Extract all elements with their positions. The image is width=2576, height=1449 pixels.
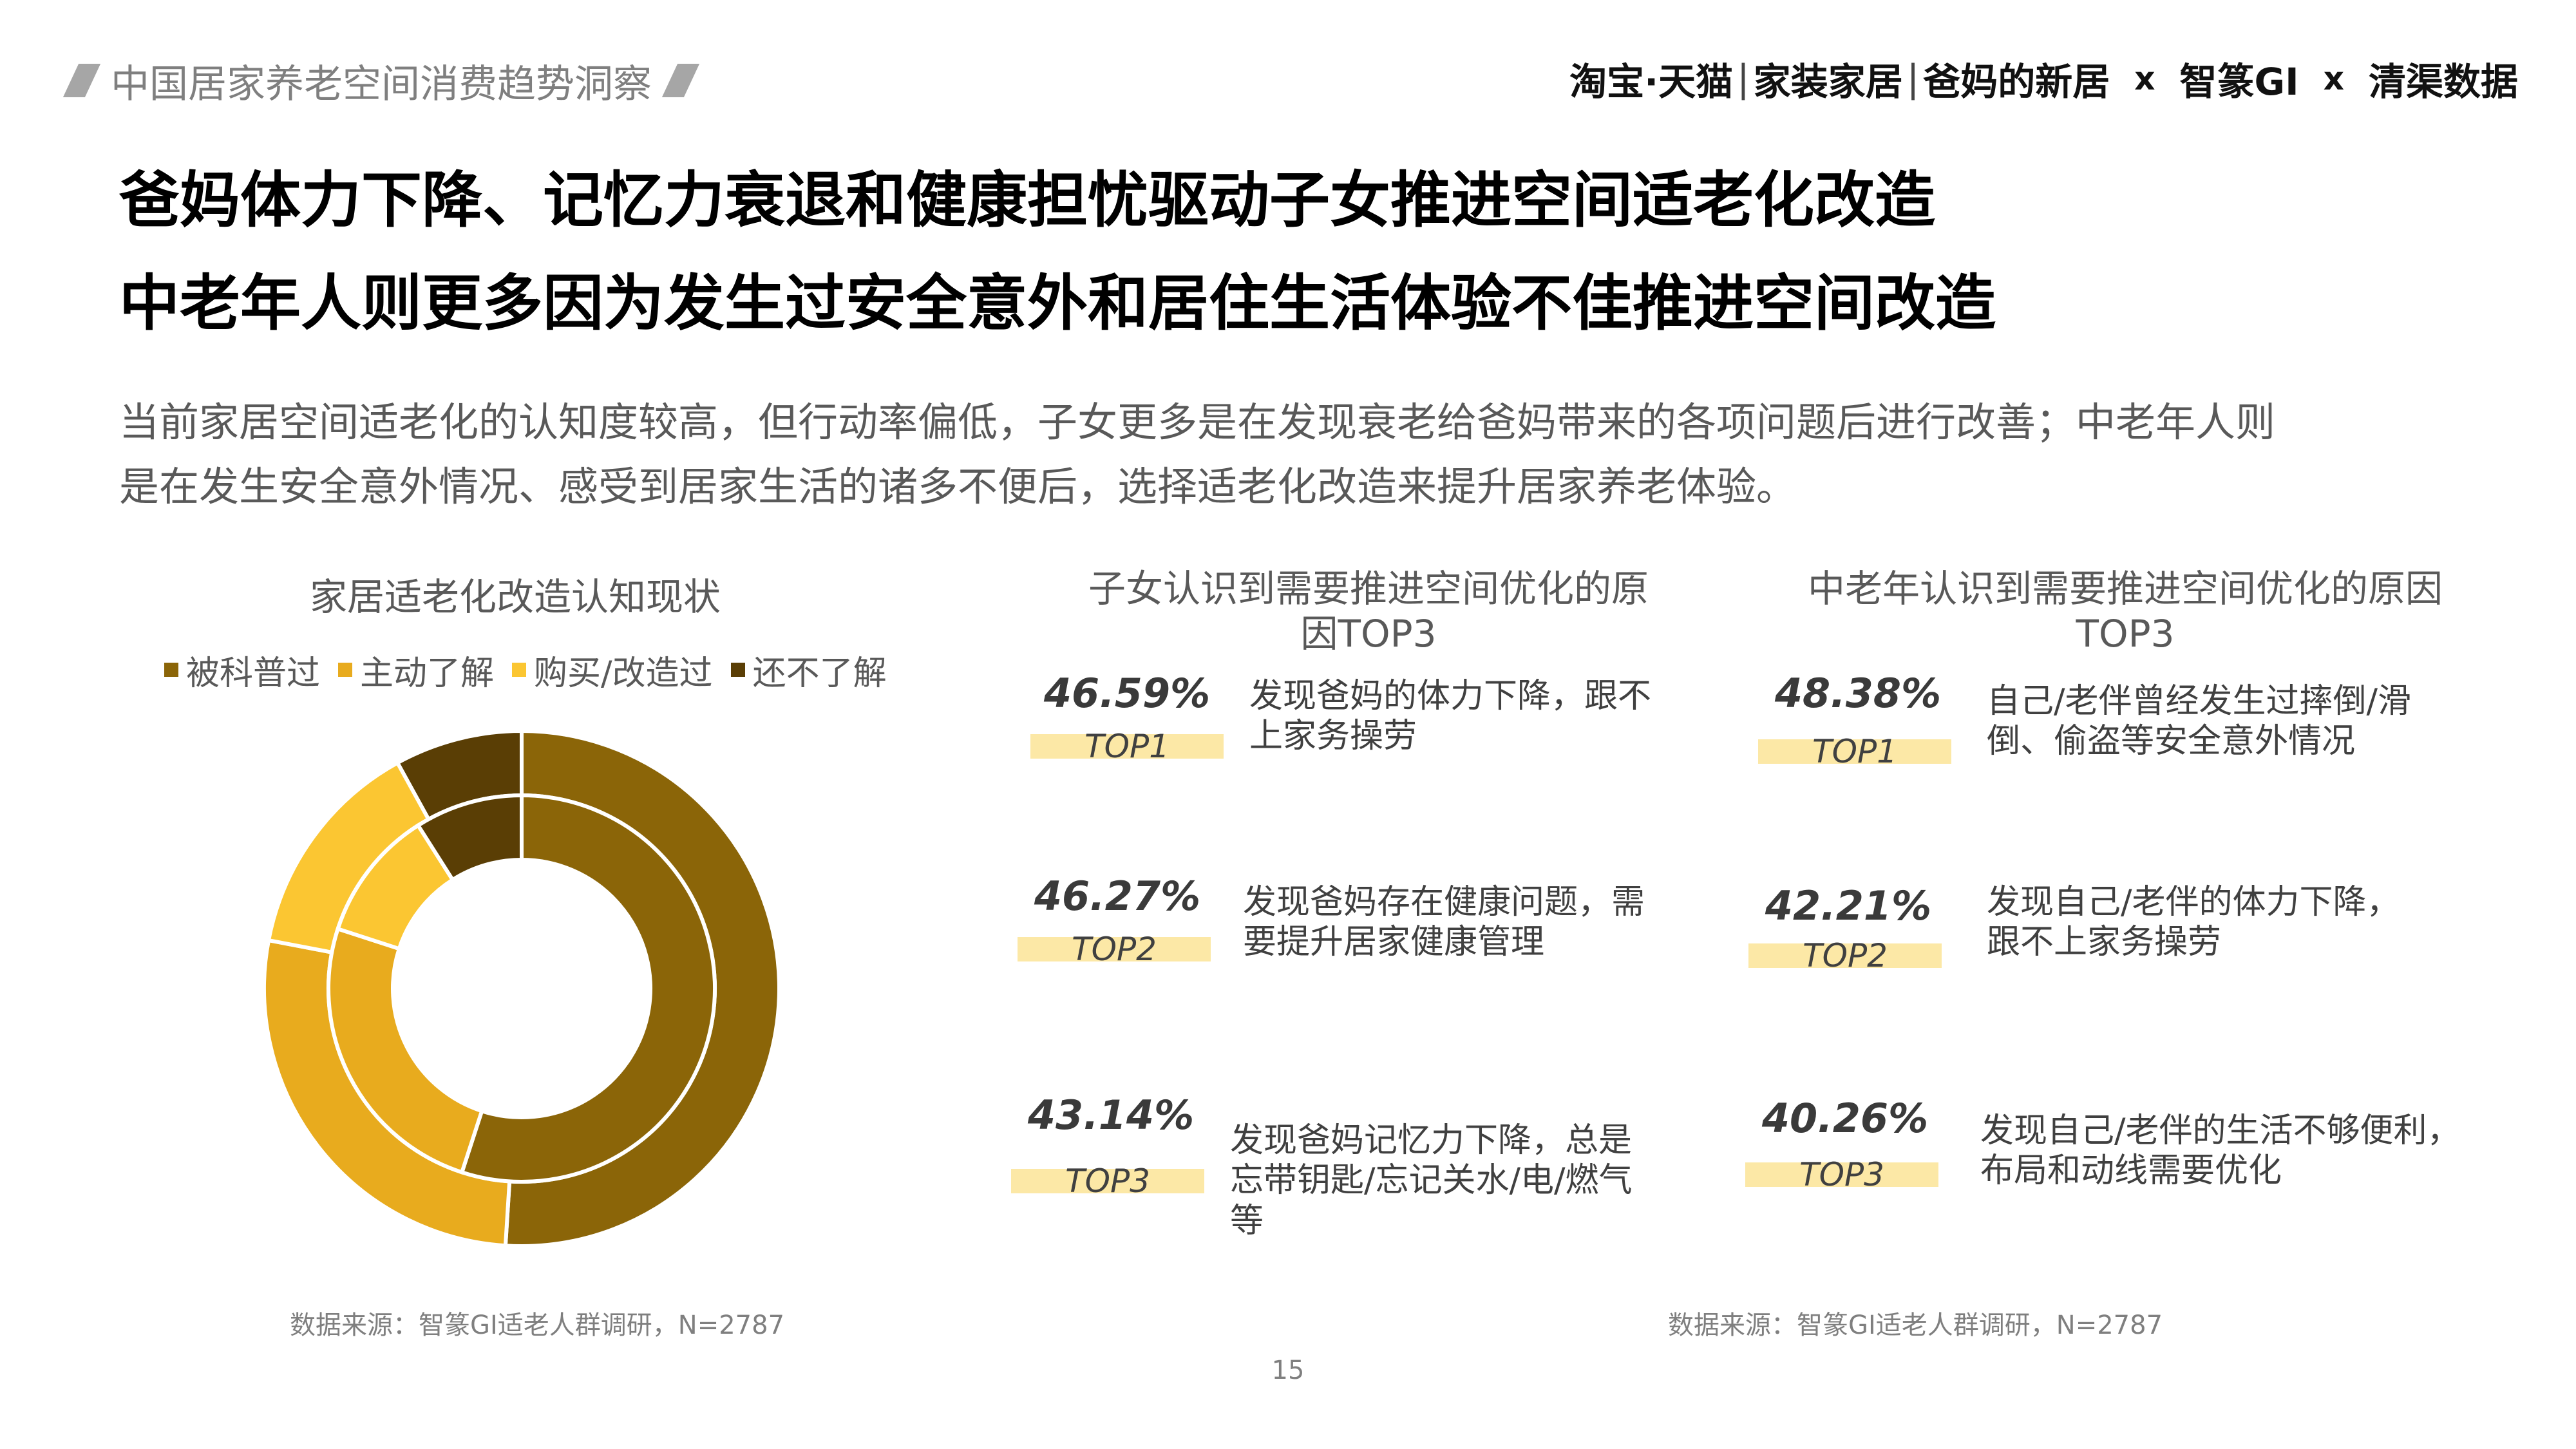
seniors-top1-tag: TOP1 — [1758, 735, 1951, 768]
donut-slice-inner-0 — [459, 793, 717, 1184]
intro-line-2: 是在发生安全意外情况、感受到居家生活的诸多不便后，选择适老化改造来提升居家养老体… — [119, 463, 1797, 510]
reason-line: 发现爸妈存在健康问题，需 — [1243, 883, 1645, 922]
legend-label: 被科普过 — [186, 654, 321, 693]
decorative-slash-right — [661, 64, 700, 97]
reason-line: 要提升居家健康管理 — [1243, 923, 1545, 962]
intro-line-1: 当前家居空间适老化的认知度较高，但行动率偏低，子女更多是在发现衰老给爸妈带来的各… — [119, 399, 2276, 446]
kids-top3-tag: TOP3 — [1011, 1165, 1204, 1197]
reason-line: 布局和动线需要优化 — [1980, 1151, 2282, 1191]
legend-label: 主动了解 — [360, 654, 495, 693]
legend-label: 购买/改造过 — [534, 654, 713, 693]
reason-line: 忘带钥匙/忘记关水/电/燃气 — [1230, 1161, 1633, 1200]
section-title: 中国居家养老空间消费趋势洞察 — [111, 61, 652, 107]
reason-line: 等 — [1230, 1201, 1264, 1240]
reason-line: 发现爸妈记忆力下降，总是 — [1230, 1121, 1633, 1160]
brand-separator: | — [1906, 57, 1920, 100]
legend-swatch — [164, 663, 178, 677]
legend-swatch — [730, 663, 745, 677]
seniors-panel-title: 中老年认识到需要推进空间优化的原因 TOP3 — [1771, 567, 2479, 656]
reason-line: 上家务操劳 — [1249, 717, 1417, 756]
kids-panel-title-line-1: 子女认识到需要推进空间优化的原 — [1088, 567, 1649, 611]
donut-legend: 被科普过 主动了解 购买/改造过 还不了解 — [164, 646, 905, 694]
section-header: 中国居家养老空间消费趋势洞察 — [62, 55, 700, 107]
donut-slice-inner-3 — [415, 793, 524, 883]
reason-line: 倒、偷盗等安全意外情况 — [1987, 722, 2356, 761]
kids-top2-percent: 46.27% — [1034, 873, 1201, 920]
brand-cross: x — [2134, 60, 2155, 97]
headline-line-1: 爸妈体力下降、记忆力衰退和健康担忧驱动子女推进空间适老化改造 — [119, 166, 1936, 236]
kids-panel-title-line-2: 因TOP3 — [1300, 611, 1437, 656]
seniors-top2-reason: 发现自己/老伴的体力下降， 跟不上家务操劳 — [1987, 882, 2400, 963]
brand-parents-new-home: 爸妈的新居 — [1923, 60, 2110, 104]
seniors-top3-tag: TOP3 — [1745, 1159, 1938, 1191]
brand-lockup: 淘宝·天猫 | 家装家居 | 爸妈的新居 x 智篆GI x 清渠数据 — [1569, 53, 2518, 104]
seniors-panel-title-line-1: 中老年认识到需要推进空间优化的原因 — [1807, 567, 2443, 611]
seniors-top3-percent: 40.26% — [1761, 1095, 1929, 1142]
legend-item: 主动了解 — [338, 646, 494, 694]
donut-slice-inner-1 — [327, 926, 484, 1175]
kids-panel-title: 子女认识到需要推进空间优化的原 因TOP3 — [1063, 567, 1674, 656]
data-source-left: 数据来源：智篆GI适老人群调研，N=2787 — [290, 1311, 785, 1340]
reason-line: 发现自己/老伴的生活不够便利， — [1980, 1112, 2461, 1150]
kids-top1-tag: TOP1 — [1030, 730, 1224, 762]
headline-line-2: 中老年人则更多因为发生过安全意外和居住生活体验不佳推进空间改造 — [119, 269, 1996, 339]
kids-top2-reason: 发现爸妈存在健康问题，需 要提升居家健康管理 — [1243, 882, 1645, 963]
brand-home-furnishing: 家装家居 — [1753, 60, 1903, 104]
kids-top2-tag: TOP2 — [1018, 933, 1211, 965]
brand-zhizhuan-gi: 智篆GI — [2179, 60, 2299, 104]
page-number: 15 — [1271, 1356, 1305, 1385]
seniors-panel-title-line-2: TOP3 — [2076, 611, 2175, 656]
legend-swatch — [512, 663, 527, 677]
reason-line: 发现自己/老伴的体力下降， — [1987, 883, 2400, 922]
brand-taobao-tmall: 淘宝·天猫 — [1569, 60, 1734, 104]
legend-item: 被科普过 — [164, 646, 320, 694]
legend-label: 还不了解 — [752, 654, 887, 693]
kids-top1-reason: 发现爸妈的体力下降，跟不 上家务操劳 — [1249, 676, 1651, 757]
legend-item: 还不了解 — [730, 646, 887, 694]
decorative-slash-left — [62, 64, 101, 97]
kids-top3-reason: 发现爸妈记忆力下降，总是 忘带钥匙/忘记关水/电/燃气 等 — [1230, 1121, 1633, 1241]
brand-separator: | — [1737, 57, 1750, 100]
brand-qingqu-data: 清渠数据 — [2368, 60, 2518, 104]
kids-top1-percent: 46.59% — [1043, 670, 1211, 717]
seniors-top1-reason: 自己/老伴曾经发生过摔倒/滑 倒、偷盗等安全意外情况 — [1987, 681, 2411, 762]
reason-line: 自己/老伴曾经发生过摔倒/滑 — [1987, 682, 2412, 721]
seniors-top3-reason: 发现自己/老伴的生活不够便利， 布局和动线需要优化 — [1980, 1111, 2461, 1191]
data-source-right: 数据来源：智篆GI适老人群调研，N=2787 — [1668, 1311, 2163, 1340]
seniors-top2-percent: 42.21% — [1765, 882, 1932, 929]
seniors-top2-tag: TOP2 — [1748, 940, 1942, 972]
reason-line: 跟不上家务操劳 — [1987, 923, 2222, 962]
kids-top3-percent: 43.14% — [1027, 1092, 1195, 1139]
brand-cross: x — [2323, 60, 2344, 97]
legend-swatch — [338, 663, 353, 677]
donut-chart-title: 家居适老化改造认知现状 — [309, 575, 721, 619]
seniors-top1-percent: 48.38% — [1774, 670, 1942, 717]
reason-line: 发现爸妈的体力下降，跟不 — [1249, 677, 1652, 715]
donut-chart — [262, 728, 781, 1248]
legend-item: 购买/改造过 — [512, 646, 713, 694]
